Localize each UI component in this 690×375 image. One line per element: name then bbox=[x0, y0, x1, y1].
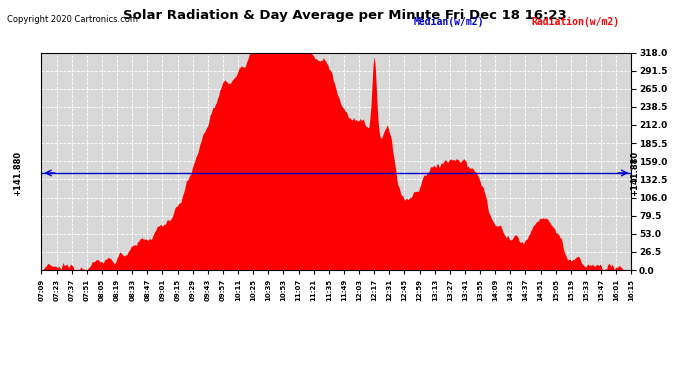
Text: Median(w/m2): Median(w/m2) bbox=[414, 17, 484, 27]
Text: +141.880: +141.880 bbox=[630, 150, 640, 195]
Text: Solar Radiation & Day Average per Minute Fri Dec 18 16:23: Solar Radiation & Day Average per Minute… bbox=[123, 9, 567, 22]
Text: Radiation(w/m2): Radiation(w/m2) bbox=[531, 17, 620, 27]
Text: Copyright 2020 Cartronics.com: Copyright 2020 Cartronics.com bbox=[7, 15, 138, 24]
Text: +141.880: +141.880 bbox=[12, 150, 22, 195]
